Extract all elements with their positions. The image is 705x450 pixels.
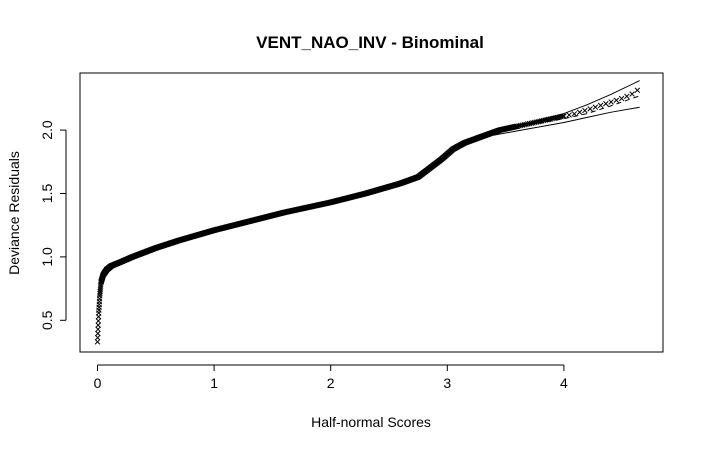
y-tick-label: 1.0 <box>39 247 55 267</box>
residual-point <box>624 93 630 100</box>
residual-point <box>592 104 599 110</box>
x-tick-label: 4 <box>560 375 568 391</box>
residual-point <box>576 109 583 116</box>
residual-point <box>613 97 620 104</box>
residual-point <box>571 111 578 117</box>
plot-frame <box>79 72 664 353</box>
y-tick-label: 2.0 <box>39 120 55 140</box>
y-tick-label: 1.5 <box>39 184 55 204</box>
residual-points <box>94 87 641 345</box>
residual-point <box>597 102 604 109</box>
residual-point <box>95 318 102 324</box>
x-axis-label: Half-normal Scores <box>311 414 431 430</box>
x-tick-label: 3 <box>443 375 451 391</box>
residual-point <box>629 91 635 97</box>
x-axis: 0 1 2 3 4 <box>94 364 568 391</box>
y-tick-label: 0.5 <box>39 310 55 330</box>
residual-point <box>559 113 566 120</box>
x-tick-label: 2 <box>327 375 335 391</box>
residual-point <box>95 330 101 337</box>
residual-point <box>587 106 593 112</box>
residual-point <box>603 100 609 107</box>
residual-point <box>618 95 625 102</box>
y-axis-label: Deviance Residuals <box>6 151 22 275</box>
x-tick-label: 1 <box>210 375 218 391</box>
envelope-upper-line <box>493 80 640 132</box>
residual-point <box>582 107 588 114</box>
residual-point <box>95 322 101 328</box>
y-axis: 0.5 1.0 1.5 2.0 <box>39 120 67 330</box>
residual-point <box>94 334 101 341</box>
residual-point <box>94 339 101 345</box>
chart-title: VENT_NAO_INV - Binominal <box>256 33 484 52</box>
envelope-lower-line <box>493 106 640 136</box>
residual-point <box>561 113 567 119</box>
residual-point <box>95 326 101 333</box>
residual-point <box>634 87 641 94</box>
residual-point <box>608 99 614 105</box>
x-tick-label: 0 <box>94 375 102 391</box>
residual-point <box>566 112 572 118</box>
